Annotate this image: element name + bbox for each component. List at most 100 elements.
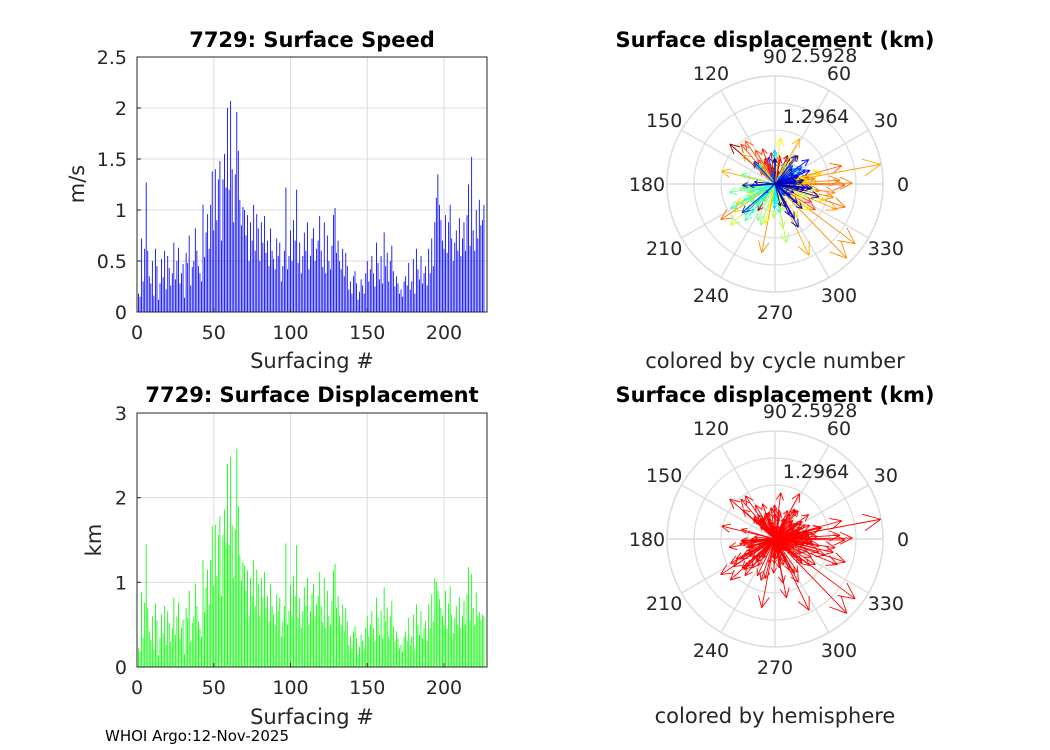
displacement-bar bbox=[227, 463, 228, 667]
polar-hemisphere-arrowhead bbox=[750, 542, 755, 547]
polar-hemisphere-arrow bbox=[774, 492, 782, 540]
polar-cycle-angle-label: 0 bbox=[897, 174, 909, 196]
displacement-bar bbox=[178, 602, 179, 667]
displacement-bar bbox=[296, 545, 298, 667]
displacement-bar bbox=[225, 543, 227, 667]
displacement-axes-frame bbox=[136, 412, 488, 668]
displacement-bar bbox=[442, 616, 443, 667]
polar-hemisphere-arrowhead bbox=[770, 567, 775, 574]
speed-bar bbox=[168, 268, 170, 312]
speed-bar bbox=[228, 189, 230, 312]
polar-cycle-arrow bbox=[774, 137, 782, 185]
displacement-bar bbox=[382, 638, 384, 667]
speed-bar bbox=[409, 289, 411, 312]
polar-hemisphere-arrowhead bbox=[779, 588, 787, 599]
displacement-bar bbox=[434, 578, 436, 667]
polar-hemisphere-arrowhead bbox=[761, 597, 770, 608]
displacement-bar bbox=[399, 648, 400, 667]
polar-hemisphere-arrowhead bbox=[829, 606, 847, 614]
polar-hemisphere-arrowhead bbox=[797, 548, 802, 554]
speed-bar bbox=[188, 235, 190, 312]
polar-hemisphere-arrowhead bbox=[788, 523, 793, 526]
speed-x-tick-label: 100 bbox=[272, 322, 308, 344]
speed-bar bbox=[270, 228, 271, 312]
displacement-bar bbox=[277, 611, 279, 667]
speed-bar bbox=[282, 266, 284, 312]
displacement-bar bbox=[462, 616, 463, 667]
speed-bar bbox=[236, 112, 238, 312]
polar-cycle-arrow bbox=[774, 168, 793, 185]
speed-x-tick-label: 0 bbox=[131, 322, 143, 344]
speed-bar bbox=[294, 240, 296, 312]
displacement-bar bbox=[191, 622, 193, 667]
polar-hemisphere-arrowhead bbox=[797, 601, 810, 611]
polar-cycle-arrow bbox=[756, 183, 776, 221]
polar-cycle-arrowhead bbox=[758, 240, 763, 253]
polar-cycle-arrowhead bbox=[759, 163, 764, 167]
polar-hemisphere-arrowhead bbox=[748, 546, 754, 548]
speed-bar bbox=[277, 255, 279, 312]
polar-hemisphere-arrowhead bbox=[757, 514, 760, 520]
displacement-bar bbox=[236, 448, 238, 667]
polar-hemisphere-arrowhead bbox=[810, 557, 816, 565]
polar-hemisphere-arrowhead bbox=[794, 529, 799, 532]
polar-cycle-arrowhead bbox=[753, 161, 756, 167]
polar-cycle-arrowhead bbox=[744, 216, 753, 222]
speed-bar bbox=[293, 220, 295, 312]
polar-cycle-arrowhead bbox=[801, 184, 807, 188]
speed-bar bbox=[290, 230, 291, 312]
polar-hemisphere-arrowhead bbox=[780, 492, 784, 501]
displacement-bar bbox=[369, 624, 371, 667]
displacement-x-tick-label: 0 bbox=[131, 677, 143, 699]
speed-bar bbox=[287, 269, 288, 312]
displacement-bar bbox=[268, 621, 270, 667]
speed-bar bbox=[406, 285, 408, 312]
polar-cycle-angle-label: 180 bbox=[629, 174, 665, 196]
displacement-bar bbox=[190, 641, 192, 667]
displacement-bar bbox=[265, 607, 267, 667]
polar-cycle-arrowhead bbox=[790, 173, 794, 178]
polar-hemisphere-arrowhead bbox=[864, 518, 881, 532]
speed-bar bbox=[302, 255, 304, 312]
polar-cycle-arrowhead bbox=[783, 155, 788, 160]
polar-hemisphere-arrowhead bbox=[741, 565, 750, 569]
displacement-bar bbox=[181, 628, 182, 667]
displacement-bar bbox=[179, 638, 181, 667]
polar-hemisphere-arrowhead bbox=[798, 533, 805, 536]
displacement-bar bbox=[481, 614, 483, 667]
polar-hemisphere-arrowhead bbox=[835, 552, 846, 563]
polar-cycle-arrow bbox=[774, 183, 848, 259]
polar-cycle-arrowhead bbox=[742, 184, 749, 189]
polar-cycle-arrowhead bbox=[807, 189, 815, 193]
polar-cycle-arrowhead bbox=[742, 154, 751, 158]
speed-bar bbox=[471, 156, 473, 312]
polar-hemisphere-arrowhead bbox=[743, 566, 752, 571]
polar-cycle-arrowhead bbox=[780, 163, 785, 167]
polar-cycle-arrow bbox=[764, 183, 776, 224]
polar-hemisphere-arrowhead bbox=[824, 545, 834, 553]
polar-hemisphere-arrowhead bbox=[764, 540, 768, 543]
polar-hemisphere-arrow bbox=[760, 538, 776, 581]
speed-bar bbox=[365, 273, 367, 312]
polar-cycle-arrowhead bbox=[839, 182, 853, 190]
polar-cycle-arrowhead bbox=[742, 182, 748, 186]
polar-hemisphere-arrow bbox=[743, 538, 776, 556]
polar-cycle-arrowhead bbox=[778, 207, 782, 213]
polar-cycle-arrowhead bbox=[788, 164, 793, 168]
speed-bar bbox=[405, 276, 407, 312]
displacement-bar bbox=[428, 604, 430, 667]
polar-cycle-arrowhead bbox=[846, 227, 856, 245]
displacement-bar bbox=[150, 639, 152, 667]
speed-bar bbox=[376, 242, 377, 312]
polar-cycle-arrowhead bbox=[764, 217, 771, 224]
polar-cycle-arrowhead bbox=[805, 203, 811, 211]
speed-bar bbox=[362, 285, 364, 312]
polar-hemisphere-arrowhead bbox=[803, 524, 810, 526]
displacement-bar bbox=[240, 580, 242, 667]
polar-cycle-arrowhead bbox=[761, 199, 766, 203]
speed-bar bbox=[191, 267, 193, 312]
polar-cycle-caption: colored by cycle number bbox=[645, 349, 905, 373]
polar-hemisphere-arrowhead bbox=[730, 576, 741, 581]
displacement-bar bbox=[219, 516, 221, 667]
displacement-bar bbox=[204, 611, 205, 667]
